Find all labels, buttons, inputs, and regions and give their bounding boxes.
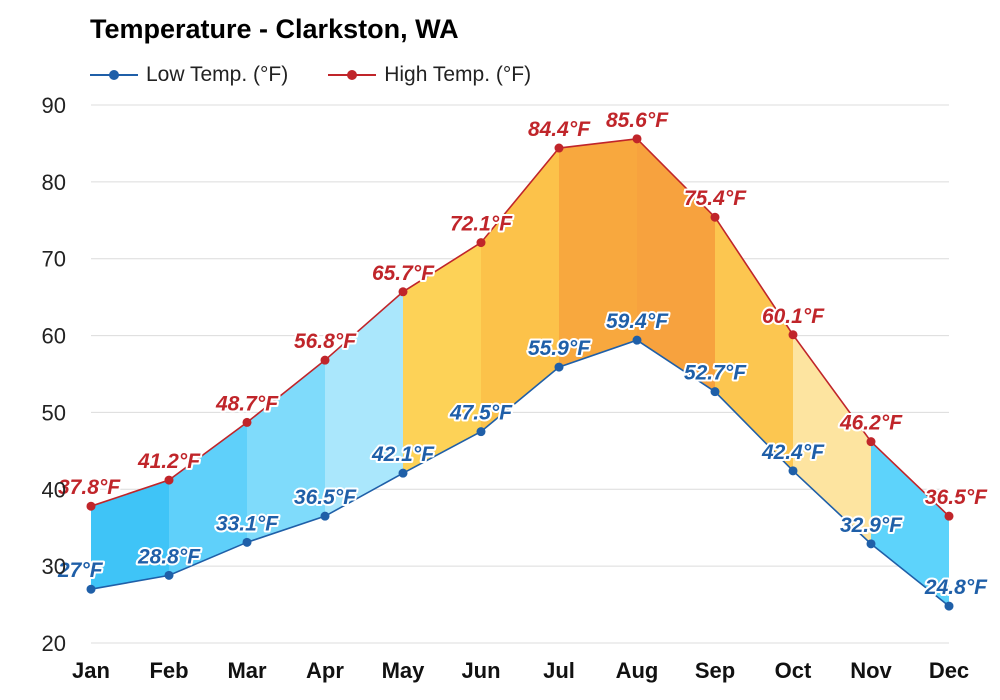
x-tick-label: Feb [149,658,188,683]
line-layer [90,137,950,607]
low-temp-point [554,362,564,372]
chart-title: Temperature - Clarkston, WA [90,14,459,44]
high-temp-label: 65.7°F [372,262,435,285]
low-temp-label: 55.9°F [528,337,591,360]
legend-entry-low[interactable]: Low Temp. (°F) [90,60,288,90]
x-tick-label: Aug [616,658,659,683]
axis-layer: 20 30 40 50 60 70 80 90 Jan Feb Mar Apr May Jun Jul Aug… [42,93,970,683]
temperature-band [871,441,949,607]
temperature-band [637,138,715,392]
low-temp-point [476,427,486,437]
x-tick-label: Jul [543,658,575,683]
y-tick-label: 80 [42,170,66,195]
high-temp-label: 48.7°F [215,392,279,415]
high-temp-point [710,212,720,222]
temperature-band [403,242,481,474]
y-tick-label: 20 [42,631,66,656]
x-tick-label: Dec [929,658,969,683]
x-tick-label: Sep [695,658,735,683]
y-tick-label: 40 [42,477,66,502]
low-temp-point [398,468,408,478]
x-tick-label: Nov [850,658,892,683]
temperature-band [715,217,793,471]
legend: Low Temp. (°F) High Temp. (°F) [90,60,571,90]
high-temp-label: 36.5°F [925,486,988,509]
low-temp-label: 42.1°F [371,443,435,466]
high-temp-point [866,437,876,447]
low-temp-label: 42.4°F [761,441,825,464]
x-tick-label: Apr [306,658,344,683]
low-temp-point [86,584,96,594]
legend-high-line-icon [328,70,377,80]
low-temp-point [242,537,252,547]
y-tick-label: 60 [42,324,66,349]
point-layer [86,134,954,611]
low-temp-point [788,466,798,476]
low-temp-point [710,387,720,397]
x-tick-label: May [382,658,426,683]
high-temp-label: 46.2°F [839,412,903,435]
temperature-band [325,291,403,517]
band-layer [91,138,949,607]
low-temp-label: 52.7°F [684,362,747,385]
low-temp-label: 27°F [57,559,104,582]
high-temp-label: 75.4°F [684,187,747,210]
low-temp-point [632,335,642,345]
low-temp-point [320,511,330,521]
high-temp-point [242,417,252,427]
low-temp-point [944,601,954,611]
low-temp-label: 33.1°F [216,512,279,535]
temperature-band [91,480,169,590]
temperature-band [481,148,559,432]
high-temp-label: 60.1°F [762,305,825,328]
x-tick-label: Mar [227,658,267,683]
y-tick-label: 90 [42,93,66,118]
low-temp-label: 36.5°F [294,486,357,509]
high-temp-label: 72.1°F [450,213,513,236]
low-temp-label: 47.5°F [449,402,513,425]
low-temp-point [164,570,174,580]
high-temp-point [86,501,96,511]
high-temp-point [554,143,564,153]
x-tick-label: Jun [461,658,500,683]
y-tick-label: 70 [42,247,66,272]
high-temp-label: 85.6°F [606,109,669,132]
y-tick-label: 50 [42,400,66,425]
low-temp-label: 59.4°F [606,310,669,333]
high-temp-point [476,238,486,248]
temperature-band [169,422,247,576]
high-temp-line [90,137,950,517]
high-temp-point [164,475,174,485]
y-tick-label: 30 [42,554,66,579]
high-temp-label: 41.2°F [137,450,201,473]
temperature-band [559,138,637,368]
high-temp-point [398,287,408,297]
low-temp-label: 28.8°F [137,545,201,568]
low-temp-label: 24.8°F [924,576,988,599]
high-temp-point [320,355,330,365]
low-temp-label: 32.9°F [840,514,903,537]
low-temp-line [90,339,950,607]
temperature-band [247,360,325,543]
legend-label-low: Low Temp. (°F) [146,63,289,86]
label-layer: 27°F 28.8°F 33.1°F 36.5°F 42.1°F 47.5°F 55.9°F… [55,107,990,601]
low-temp-point [866,539,876,549]
high-temp-label: 84.4°F [528,118,591,141]
x-tick-label: Jan [72,658,110,683]
high-temp-point [788,330,798,340]
legend-label-high: High Temp. (°F) [384,63,532,86]
legend-low-line-icon [90,70,138,80]
high-temp-point [632,134,642,144]
legend-entry-high[interactable]: High Temp. (°F) [328,60,531,90]
high-temp-label: 56.8°F [294,330,357,353]
x-tick-label: Oct [775,658,812,683]
temperature-band [793,334,871,544]
high-temp-point [944,511,954,521]
high-temp-label: 37.8°F [58,476,121,499]
